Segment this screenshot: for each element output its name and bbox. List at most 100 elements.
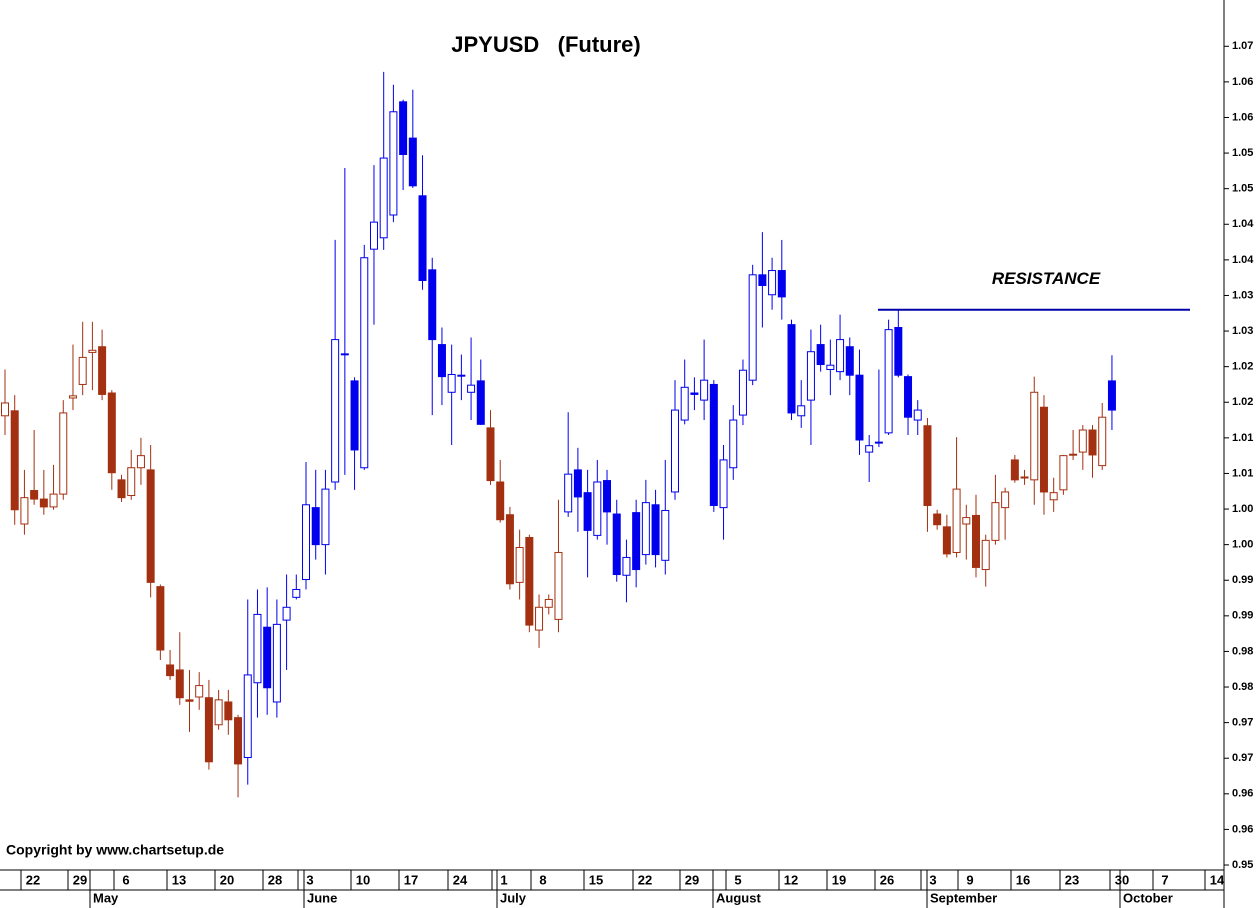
candle-body	[709, 383, 718, 506]
candle-body	[437, 344, 446, 378]
candle-body	[156, 586, 165, 651]
candle-body	[282, 606, 291, 621]
candle-body	[1001, 491, 1010, 509]
candle-body	[865, 445, 874, 453]
y-tick-label: 1.06	[1232, 111, 1253, 123]
candle-body	[263, 626, 272, 689]
y-tick-label: 1.06	[1232, 76, 1253, 88]
y-tick-label: 1.00	[1232, 503, 1253, 515]
candle-body	[59, 412, 68, 495]
candle-body	[418, 195, 427, 282]
candle-body	[389, 111, 398, 216]
candle-body	[1, 402, 9, 417]
candle-body	[379, 157, 388, 239]
candle-body	[39, 498, 48, 508]
candle-body	[98, 346, 107, 395]
candle-body	[136, 455, 145, 469]
candle-body	[486, 427, 495, 482]
x-tick-label: 5	[734, 872, 741, 887]
candle-body	[360, 257, 369, 469]
candle-body	[195, 685, 204, 698]
candle-body	[117, 479, 126, 499]
candle-body	[107, 392, 116, 474]
y-tick-label: 1.05	[1232, 147, 1253, 159]
candle-body	[127, 467, 136, 497]
candle-body	[321, 488, 330, 546]
candle-body	[1049, 492, 1058, 501]
candle-body	[632, 512, 641, 571]
x-tick-label: 17	[404, 872, 418, 887]
candle-body	[622, 556, 631, 576]
candle-body	[457, 374, 466, 377]
candle-body	[253, 613, 262, 684]
candle-body	[874, 441, 883, 444]
candle-body	[535, 606, 544, 631]
x-tick-label: 8	[539, 872, 546, 887]
candle-body	[214, 699, 223, 726]
x-tick-label: 26	[880, 872, 894, 887]
candle-body	[1088, 429, 1097, 456]
candle-body	[447, 373, 456, 393]
candle-body	[544, 598, 553, 608]
y-tick-label: 1.03	[1232, 325, 1253, 337]
candle-body	[981, 539, 990, 571]
candle-body	[738, 369, 747, 416]
candle-body	[962, 517, 971, 525]
candle-body	[1020, 476, 1029, 479]
candle-body	[758, 274, 767, 286]
x-tick-label: 12	[784, 872, 798, 887]
candle-body	[913, 409, 922, 421]
x-tick-label: 28	[268, 872, 282, 887]
candle-body	[1107, 380, 1116, 411]
candle-body	[700, 379, 709, 401]
month-label: May	[93, 890, 119, 905]
candle-body	[816, 344, 825, 366]
candle-body	[612, 513, 621, 576]
candle-body	[593, 481, 602, 536]
candle-body	[845, 346, 854, 376]
month-label: September	[930, 890, 997, 905]
candle-body	[30, 490, 39, 500]
x-tick-label: 6	[122, 872, 129, 887]
y-tick-label: 0.97	[1232, 717, 1253, 729]
y-tick-label: 1.05	[1232, 183, 1253, 195]
candle-body	[302, 504, 311, 581]
candle-body	[670, 409, 679, 493]
candle-body	[1010, 459, 1019, 481]
candle-body	[797, 405, 806, 417]
y-tick-label: 1.04	[1232, 254, 1254, 266]
candle-body	[505, 514, 514, 585]
y-tick-label: 0.98	[1232, 681, 1253, 693]
y-tick-label: 1.00	[1232, 539, 1253, 551]
candle-body	[603, 480, 612, 513]
candle-body	[933, 513, 942, 526]
candle-body	[428, 269, 437, 341]
x-tick-label: 3	[306, 872, 313, 887]
x-tick-label: 13	[172, 872, 186, 887]
candle-body	[515, 546, 524, 583]
candle-body	[573, 469, 582, 498]
y-tick-label: 1.03	[1232, 289, 1253, 301]
candle-body	[777, 270, 786, 298]
candle-body	[583, 492, 592, 531]
candle-body	[923, 425, 932, 506]
candle-body	[224, 701, 233, 721]
candle-body	[806, 351, 815, 401]
candle-body	[952, 488, 961, 553]
y-tick-label: 1.07	[1232, 40, 1253, 52]
candle-body	[68, 395, 77, 399]
x-tick-label: 16	[1016, 872, 1030, 887]
candle-body	[185, 699, 194, 702]
candle-body	[884, 329, 893, 434]
x-tick-label: 15	[589, 872, 603, 887]
y-tick-label: 0.98	[1232, 645, 1253, 657]
candle-body	[641, 502, 650, 556]
x-tick-label: 14	[1210, 872, 1225, 887]
y-tick-label: 0.99	[1232, 574, 1253, 586]
x-tick-label: 9	[966, 872, 973, 887]
y-tick-label: 1.01	[1232, 432, 1253, 444]
candle-body	[49, 493, 58, 508]
x-tick-label: 30	[1115, 872, 1129, 887]
candle-body	[467, 384, 476, 393]
candle-body	[991, 502, 1000, 541]
